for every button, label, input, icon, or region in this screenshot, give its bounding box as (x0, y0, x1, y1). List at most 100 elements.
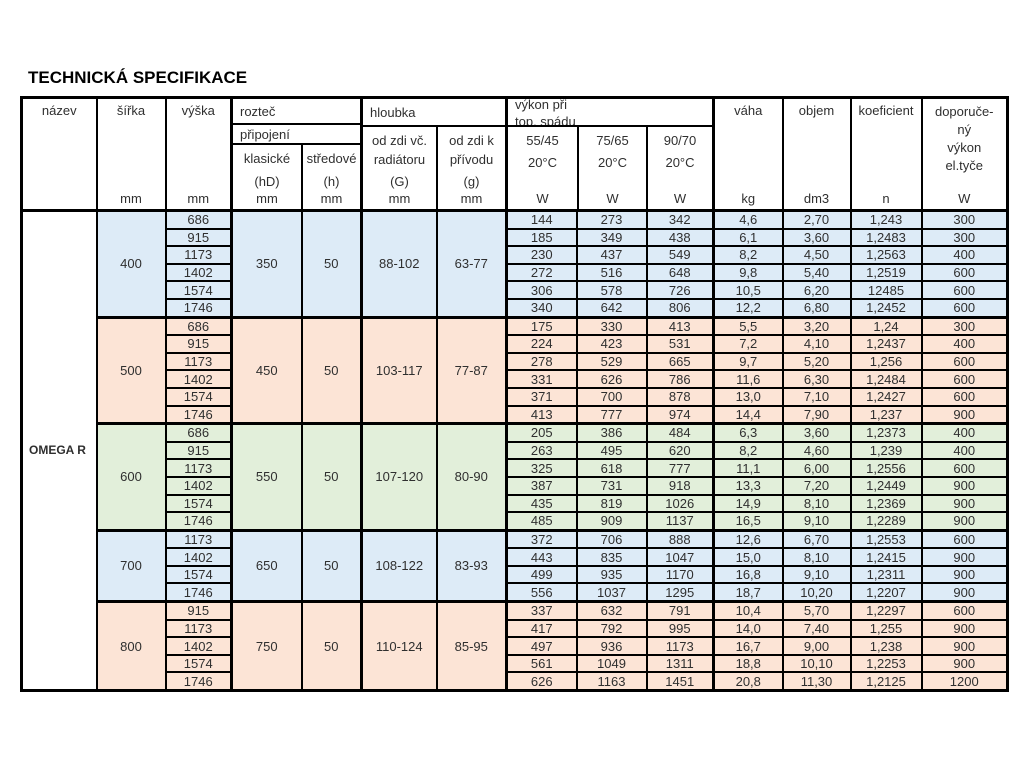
power-75-65-cell: 529 (575, 351, 648, 372)
recommended-power-cell: 900 (920, 582, 1009, 603)
coefficient-cell: 1,2449 (849, 475, 923, 496)
table-row: 1402 497 936 1173 16,7 9,00 1,238 900 (22, 636, 1009, 656)
table-row: 915 263 495 620 8,2 4,60 1,239 400 (22, 440, 1009, 461)
recommended-power-cell: 900 (920, 547, 1009, 567)
coefficient-cell: 1,2563 (849, 245, 923, 265)
height-cell: 1574 (164, 386, 233, 407)
coefficient-cell: 1,2415 (849, 547, 923, 567)
weight-cell: 8,2 (712, 440, 784, 461)
height-cell: 686 (164, 422, 233, 443)
recommended-power-cell: 900 (920, 493, 1009, 514)
power-55-45-cell: 325 (505, 458, 578, 478)
volume-cell: 5,40 (781, 262, 852, 283)
power-55-45-cell: 387 (505, 475, 578, 496)
table-row: 1173 417 792 995 14,0 7,40 1,255 900 (22, 618, 1009, 639)
volume-cell: 3,20 (781, 315, 852, 337)
classic-pitch-cell: 550 (230, 422, 303, 532)
table-row: 1574 499 935 1170 16,8 9,10 1,2311 900 (22, 564, 1009, 585)
header-p55-deg: 20°C (527, 155, 558, 170)
power-55-45-cell: 185 (505, 227, 578, 248)
recommended-power-cell: 600 (920, 600, 1009, 621)
weight-cell: 6,1 (712, 227, 784, 248)
power-55-45-cell: 417 (505, 618, 578, 639)
coefficient-cell: 1,256 (849, 351, 923, 372)
header-roztec-group: rozteč připojení klasické (hD) mm (230, 96, 363, 212)
power-75-65-cell: 819 (575, 493, 648, 514)
weight-cell: 6,3 (712, 422, 784, 443)
coefficient-cell: 1,2207 (849, 582, 923, 603)
power-90-70-cell: 777 (645, 458, 715, 478)
weight-cell: 18,7 (712, 582, 784, 603)
coefficient-cell: 1,237 (849, 404, 923, 425)
header-p90-unit: W (673, 191, 687, 206)
coefficient-cell: 1,2437 (849, 334, 923, 354)
height-cell: 915 (164, 227, 233, 248)
header-gsmall-l2: přívodu (449, 152, 494, 167)
height-cell: 1402 (164, 369, 233, 389)
center-pitch-cell: 50 (300, 209, 363, 319)
volume-cell: 6,30 (781, 369, 852, 389)
coefficient-cell: 1,2553 (849, 528, 923, 550)
height-cell: 1173 (164, 245, 233, 265)
power-55-45-cell: 272 (505, 262, 578, 283)
width-group-cell: 500 (95, 315, 167, 425)
weight-cell: 16,5 (712, 511, 784, 532)
recommended-power-cell: 600 (920, 351, 1009, 372)
recommended-power-cell: 600 (920, 369, 1009, 389)
volume-cell: 5,70 (781, 600, 852, 621)
depth-wall-inlet-cell: 83-93 (435, 528, 508, 603)
header-p75-label: 75/65 (596, 133, 629, 148)
height-cell: 686 (164, 315, 233, 337)
classic-pitch-cell: 750 (230, 600, 303, 692)
volume-cell: 9,10 (781, 511, 852, 532)
weight-cell: 7,2 (712, 334, 784, 354)
weight-cell: 11,1 (712, 458, 784, 478)
power-55-45-cell: 175 (505, 315, 578, 337)
coefficient-cell: 1,2297 (849, 600, 923, 621)
header-pripojeni-label: připojení (233, 125, 360, 145)
power-55-45-cell: 205 (505, 422, 578, 443)
depth-wall-radiator-cell: 88-102 (360, 209, 438, 319)
power-55-45-cell: 499 (505, 564, 578, 585)
header-p90-deg: 20°C (665, 155, 695, 170)
table-row: 1402 272 516 648 9,8 5,40 1,2519 600 (22, 262, 1009, 283)
weight-cell: 5,5 (712, 315, 784, 337)
table-row: 1746 626 1163 1451 20,8 11,30 1,2125 1200 (22, 671, 1009, 692)
header-stredove-l1: středové (306, 151, 357, 166)
coefficient-cell: 1,2519 (849, 262, 923, 283)
header-nazev: název (20, 96, 98, 212)
coefficient-cell: 1,2452 (849, 297, 923, 319)
power-90-70-cell: 1451 (645, 671, 715, 692)
width-group-cell: 600 (95, 422, 167, 532)
depth-wall-radiator-cell: 108-122 (360, 528, 438, 603)
header-p55-label: 55/45 (526, 133, 559, 148)
depth-wall-inlet-cell: 85-95 (435, 600, 508, 692)
weight-cell: 16,8 (712, 564, 784, 585)
header-p55-unit: W (536, 191, 549, 206)
power-90-70-cell: 665 (645, 351, 715, 372)
power-75-65-cell: 835 (575, 547, 648, 567)
power-55-45-cell: 435 (505, 493, 578, 514)
depth-wall-inlet-cell: 80-90 (435, 422, 508, 532)
header-hloubka-group: hloubka od zdi vč. radiátoru (G) mm (360, 96, 508, 212)
power-75-65-cell: 935 (575, 564, 648, 585)
power-55-45-cell: 340 (505, 297, 578, 319)
height-cell: 1746 (164, 404, 233, 425)
depth-wall-inlet-cell: 77-87 (435, 315, 508, 425)
power-75-65-cell: 909 (575, 511, 648, 532)
header-nazev-label: název (41, 103, 77, 118)
depth-wall-radiator-cell: 110-124 (360, 600, 438, 692)
header-vaha-unit: kg (741, 191, 756, 206)
power-75-65-cell: 792 (575, 618, 648, 639)
product-name-cell: OMEGA R (20, 208, 98, 692)
table-row: 1746 413 777 974 14,4 7,90 1,237 900 (22, 404, 1009, 425)
header-vykon-l2: top. spádu (515, 114, 576, 127)
classic-pitch-cell: 350 (230, 209, 303, 319)
power-90-70-cell: 888 (645, 528, 715, 550)
table-row: 1574 371 700 878 13,0 7,10 1,2427 600 (22, 386, 1009, 407)
power-90-70-cell: 995 (645, 618, 715, 639)
recommended-power-cell: 900 (920, 653, 1009, 674)
header-vyska: výška mm (164, 96, 233, 212)
coefficient-cell: 1,239 (849, 440, 923, 461)
coefficient-cell: 1,255 (849, 618, 923, 639)
